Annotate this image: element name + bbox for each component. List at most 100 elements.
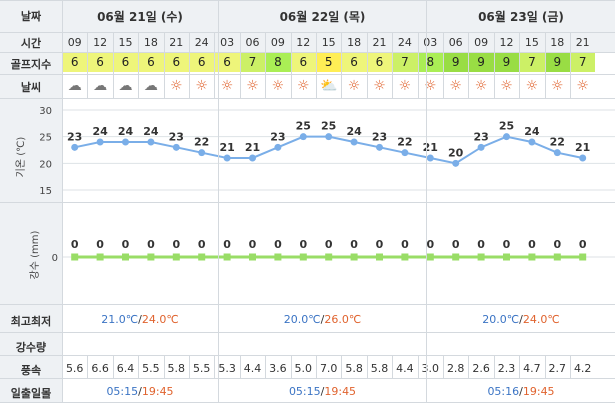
temperature-chart: 기온 (℃) 15 20 25 30 23 24 24 24 23 22 21 21 23 25 25 24 2… xyxy=(15,106,615,197)
day-3-hilo: 20.0℃/24.0℃ xyxy=(427,313,615,326)
wind-cell: 6.6 xyxy=(91,362,109,375)
sun-icon: ☼ xyxy=(474,78,488,94)
rain-data-label: 0 xyxy=(426,238,434,251)
temp-data-label: 23 xyxy=(372,130,387,143)
rain-data-label: 0 xyxy=(503,238,511,251)
wind-cell: 5.8 xyxy=(370,362,389,375)
rain-point xyxy=(198,253,206,261)
golf-index-cell: 9 xyxy=(468,53,494,72)
golf-index-cell: 6 xyxy=(138,53,164,72)
cell-divider xyxy=(392,355,393,378)
wind-cell: 3.6 xyxy=(269,362,287,375)
rain-data-label: 0 xyxy=(122,238,130,251)
wind-cell: 5.8 xyxy=(345,362,363,375)
time-cell: 15 xyxy=(321,36,336,49)
sun-icon: ☼ xyxy=(170,78,183,94)
day-3-sep: / xyxy=(519,313,523,326)
golf-index-cell: 6 xyxy=(87,53,113,72)
golf-index-label: 골프지수 xyxy=(10,58,52,71)
cell-divider xyxy=(113,355,114,378)
temp-data-label: 20 xyxy=(448,146,464,159)
rain-data-label: 0 xyxy=(452,238,460,251)
date-label: 날짜 xyxy=(20,10,42,23)
temp-y-tick: 30 xyxy=(39,106,52,117)
rain-data-label: 0 xyxy=(401,238,409,251)
golf-index-cell: 6 xyxy=(366,53,393,72)
cell-divider xyxy=(392,32,393,98)
temp-data-label: 24 xyxy=(92,125,108,138)
day-divider xyxy=(426,0,427,403)
partly-cloudy-night-icon: ☁ xyxy=(143,78,158,94)
golf-index-cell: 7 xyxy=(570,53,596,72)
wind-cell: 2.7 xyxy=(548,362,567,375)
rain-point xyxy=(452,253,460,261)
temp-point xyxy=(172,143,180,151)
label-column-bg xyxy=(0,52,62,403)
day-3-title: 06월 23일 (금) xyxy=(478,10,564,24)
wind-cell: 4.2 xyxy=(573,362,592,375)
temp-data-label: 23 xyxy=(169,130,184,143)
temp-point xyxy=(96,138,104,146)
rain-data-label: 0 xyxy=(147,238,155,251)
temp-point xyxy=(71,143,79,151)
temp-data-label: 24 xyxy=(118,125,134,138)
temp-data-label: 25 xyxy=(296,120,311,133)
cell-divider xyxy=(418,32,419,98)
time-cell: 15 xyxy=(524,36,539,49)
temp-data-label: 22 xyxy=(550,136,565,149)
day-1-title: 06월 21일 (수) xyxy=(97,10,183,24)
temp-point xyxy=(452,159,460,167)
wind-cell: 5.0 xyxy=(294,362,313,375)
rain-chart: 강수 (mm) 0 0 0 0 0 0 0 0 0 0 0 0 0 0 0 0 0 0 0 0 0 0 xyxy=(29,230,615,279)
day-2-sun: 05:15/19:45 xyxy=(288,385,357,398)
sun-icon: ☼ xyxy=(373,78,386,94)
temp-data-label: 21 xyxy=(245,141,260,154)
cell-divider xyxy=(113,32,114,98)
temp-data-label: 25 xyxy=(321,120,336,133)
rain-data-label: 0 xyxy=(172,238,180,251)
time-cell: 18 xyxy=(347,36,362,49)
day-2-hilo: 20.0℃/26.0℃ xyxy=(219,313,426,326)
rain-data-label: 0 xyxy=(376,238,384,251)
sun-icon: ☼ xyxy=(398,78,412,94)
row-divider xyxy=(0,355,615,356)
sun-label: 일출일몰 xyxy=(10,387,52,400)
row-divider xyxy=(0,202,615,203)
wind-cell: 4.7 xyxy=(523,362,541,375)
cell-divider xyxy=(519,32,520,98)
cell-divider xyxy=(189,355,190,378)
temp-data-label: 22 xyxy=(194,136,209,149)
row-divider xyxy=(0,74,615,75)
sun-icon: ☼ xyxy=(449,78,462,94)
cell-divider xyxy=(316,32,317,98)
temp-data-label: 23 xyxy=(67,130,82,143)
row-divider xyxy=(0,0,615,1)
temp-data-label: 25 xyxy=(499,120,514,133)
cell-divider xyxy=(138,355,139,378)
temp-data-label: 24 xyxy=(143,125,159,138)
day-divider xyxy=(62,0,63,403)
rain-point xyxy=(426,253,434,261)
rain-point xyxy=(71,253,79,261)
golf-index-cell: 6 xyxy=(214,53,240,72)
temp-point xyxy=(299,133,307,141)
temp-point xyxy=(553,149,561,157)
rain-data-label: 0 xyxy=(249,238,257,251)
temp-data-label: 24 xyxy=(524,125,540,138)
cell-divider xyxy=(87,32,88,98)
rain-data-label: 0 xyxy=(325,238,333,251)
temp-point xyxy=(223,154,231,162)
temp-point xyxy=(350,138,358,146)
time-header-bg xyxy=(0,32,615,52)
cell-divider xyxy=(316,355,317,378)
wind-cell: 7.0 xyxy=(319,362,338,375)
cell-divider xyxy=(341,32,342,98)
wind-label: 풍속 xyxy=(20,364,42,377)
rain-point xyxy=(223,253,231,261)
day-1-high: 24.0℃ xyxy=(141,313,179,326)
rain-data-label: 0 xyxy=(299,238,307,251)
rain-point xyxy=(122,253,129,261)
rain-data-label: 0 xyxy=(223,238,231,251)
sun-icon: ☼ xyxy=(525,78,539,94)
temp-point xyxy=(376,143,383,151)
